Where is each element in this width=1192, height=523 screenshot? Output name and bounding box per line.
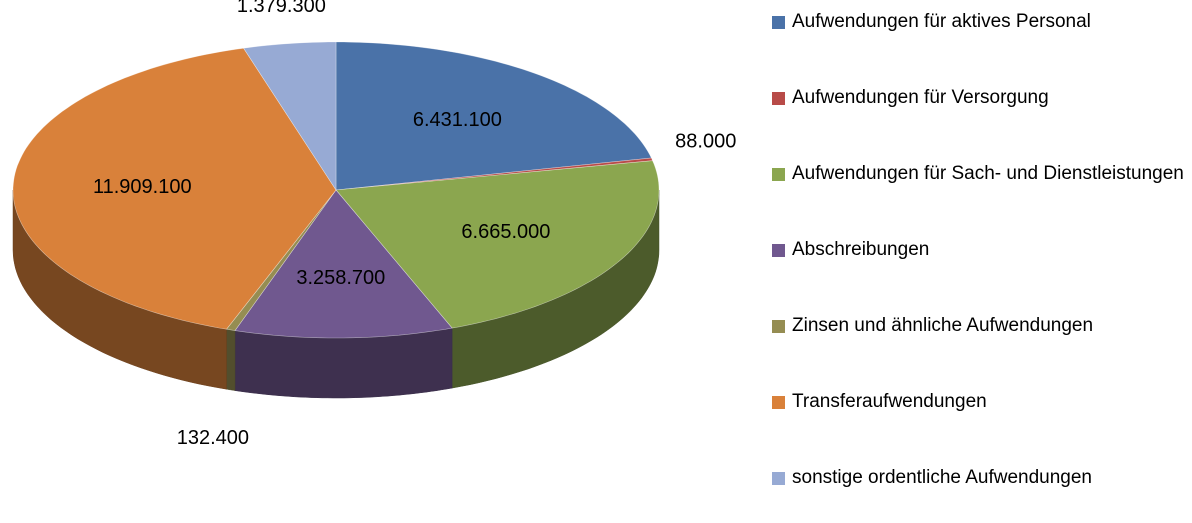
legend-label: sonstige ordentliche Aufwendungen [792,467,1093,488]
legend-label: Zinsen und ähnliche Aufwendungen [792,315,1094,336]
legend-label: Aufwendungen für aktives Personal [792,11,1091,32]
legend-item: Aufwendungen für Versorgung [772,84,1192,112]
legend-swatch [772,396,785,409]
legend-label: Transferaufwendungen [792,391,987,412]
slice [335,160,660,329]
legend-item: Transferaufwendungen [772,388,1192,416]
slice-side [234,327,453,399]
pie-area: 6.431.100 88.000 6.665.000 3.258.700 132.400… [12,0,736,449]
slice-side [226,328,236,391]
legend-label: Aufwendungen für Versorgung [792,87,1049,108]
slice [234,189,453,339]
data-label: 6.431.100 [413,109,502,131]
legend-swatch [772,244,785,257]
legend-item: Zinsen und ähnliche Aufwendungen [772,312,1192,340]
data-label: 1.379.300 [237,0,326,17]
slice [12,47,337,330]
slice [243,41,337,192]
legend-swatch [772,320,785,333]
legend-item: Abschreibungen [772,236,1192,264]
legend-swatch [772,168,785,181]
legend-item: Aufwendungen für Sach- und Dienstleistun… [772,160,1192,188]
data-label: 11.909.100 [93,176,192,198]
legend-label: Aufwendungen für Sach- und Dienstleistun… [792,163,1184,184]
data-label: 88.000 [675,130,736,152]
legend-label: Abschreibungen [792,239,930,260]
legend-swatch [772,16,785,29]
data-label: 6.665.000 [461,221,550,243]
slice [335,41,652,191]
legend-swatch [772,92,785,105]
data-label: 3.258.700 [296,267,385,289]
legend-item: Aufwendungen für aktives Personal [772,8,1192,36]
legend-item: sonstige ordentliche Aufwendungen [772,464,1192,492]
data-label: 132.400 [177,427,249,449]
legend-swatch [772,472,785,485]
